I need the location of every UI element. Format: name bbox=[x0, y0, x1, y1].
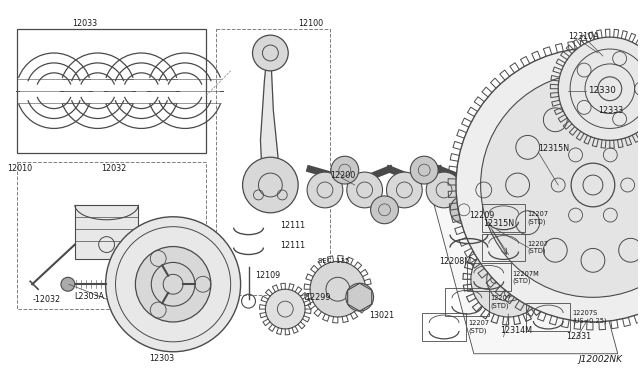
Text: 12330: 12330 bbox=[588, 86, 616, 95]
Bar bbox=[422, 313, 466, 341]
Circle shape bbox=[558, 37, 640, 140]
Circle shape bbox=[456, 48, 640, 322]
Circle shape bbox=[307, 172, 343, 208]
Circle shape bbox=[61, 277, 75, 291]
Circle shape bbox=[481, 73, 640, 297]
Text: L2303A: L2303A bbox=[74, 292, 104, 301]
Text: 12200: 12200 bbox=[330, 171, 355, 180]
Circle shape bbox=[426, 172, 462, 208]
Text: J12002NK: J12002NK bbox=[579, 355, 623, 364]
Circle shape bbox=[136, 247, 211, 322]
Text: 12207M
(STD): 12207M (STD) bbox=[513, 270, 540, 284]
Bar bbox=[75, 205, 138, 259]
Text: 12333: 12333 bbox=[598, 106, 623, 115]
Circle shape bbox=[387, 172, 422, 208]
Circle shape bbox=[310, 262, 365, 317]
Bar bbox=[17, 29, 206, 153]
Text: 12100: 12100 bbox=[298, 19, 323, 28]
Text: 12331: 12331 bbox=[566, 332, 591, 341]
Circle shape bbox=[410, 156, 438, 184]
Text: 12207
(STD): 12207 (STD) bbox=[468, 320, 489, 334]
Text: 12299: 12299 bbox=[305, 293, 331, 302]
Text: 12207
(STD): 12207 (STD) bbox=[491, 295, 512, 309]
Bar bbox=[445, 288, 489, 316]
Text: SEC. 135: SEC. 135 bbox=[318, 259, 349, 264]
Text: 12207
(STD): 12207 (STD) bbox=[527, 241, 548, 254]
Circle shape bbox=[371, 196, 399, 224]
Circle shape bbox=[450, 196, 478, 224]
Bar bbox=[467, 263, 511, 291]
Circle shape bbox=[346, 283, 374, 311]
Bar bbox=[17, 162, 206, 309]
Text: 12209: 12209 bbox=[469, 211, 494, 220]
Text: 12315N: 12315N bbox=[538, 144, 570, 153]
Text: 12010: 12010 bbox=[7, 164, 33, 173]
Text: -12032: -12032 bbox=[32, 295, 60, 304]
Bar bbox=[482, 204, 525, 232]
Bar bbox=[527, 303, 570, 331]
Text: 12032: 12032 bbox=[102, 164, 127, 173]
Polygon shape bbox=[434, 205, 618, 354]
Text: 12111: 12111 bbox=[280, 221, 305, 230]
Circle shape bbox=[499, 226, 511, 238]
Polygon shape bbox=[260, 46, 278, 185]
Circle shape bbox=[106, 217, 241, 352]
Bar bbox=[482, 234, 525, 262]
Bar bbox=[216, 29, 330, 295]
Circle shape bbox=[471, 241, 547, 317]
Text: 12207S
(US=0.25): 12207S (US=0.25) bbox=[572, 310, 607, 324]
Circle shape bbox=[466, 172, 502, 208]
Circle shape bbox=[331, 156, 358, 184]
Text: 13021: 13021 bbox=[370, 311, 395, 320]
Circle shape bbox=[266, 289, 305, 329]
Text: 12207
(STD): 12207 (STD) bbox=[527, 211, 548, 225]
Text: 12109: 12109 bbox=[255, 271, 281, 280]
Text: 12033: 12033 bbox=[72, 19, 97, 28]
Text: 12315N: 12315N bbox=[483, 219, 514, 228]
Text: 12111: 12111 bbox=[280, 241, 305, 250]
Text: 12208M: 12208M bbox=[439, 257, 471, 266]
Text: 12310A: 12310A bbox=[568, 32, 599, 41]
Circle shape bbox=[347, 172, 383, 208]
Text: 12314M: 12314M bbox=[500, 326, 532, 336]
Circle shape bbox=[253, 35, 288, 71]
Circle shape bbox=[243, 157, 298, 213]
Text: 12303: 12303 bbox=[149, 354, 175, 363]
